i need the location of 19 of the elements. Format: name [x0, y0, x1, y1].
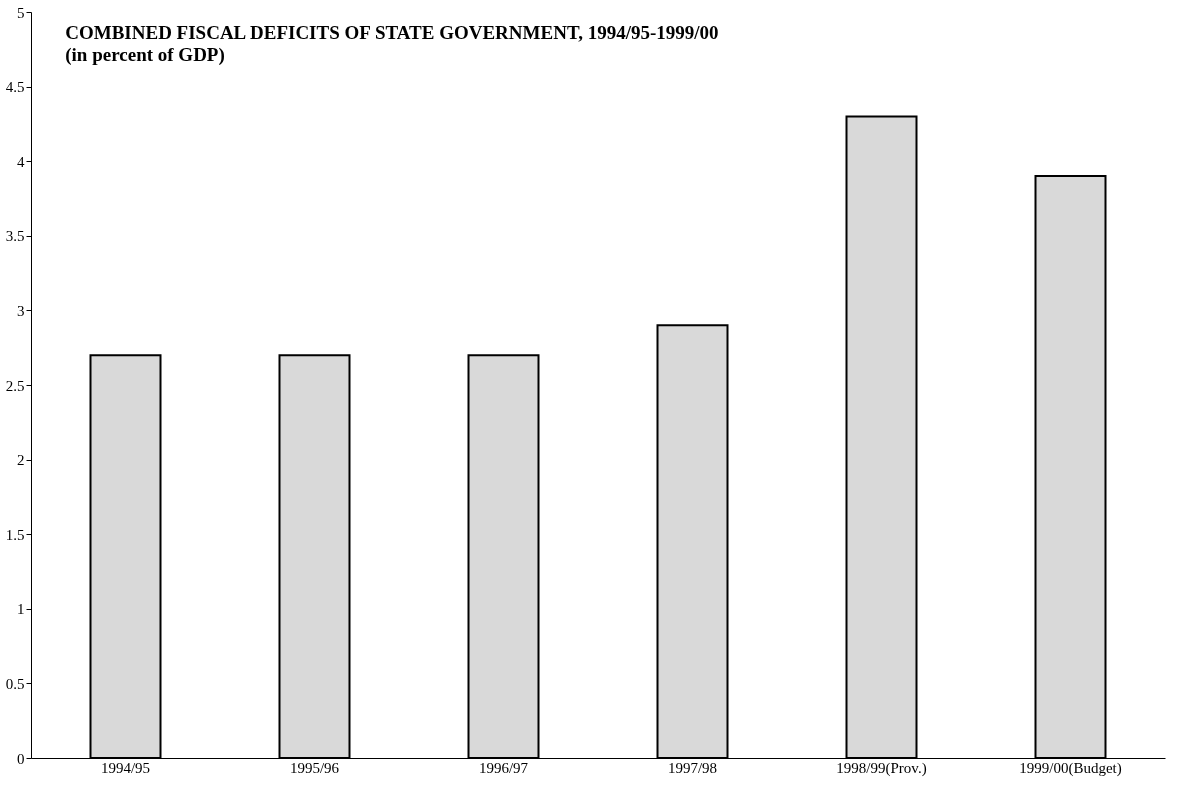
y-tick-label: 4.5: [5, 79, 25, 96]
y-tick-label: 0.5: [5, 675, 25, 692]
y-tick-label: 1: [17, 601, 25, 618]
x-tick-label: 1997/98: [667, 759, 718, 776]
x-tick-label: 1999/00(Budget): [1019, 759, 1122, 777]
y-tick-label: 2: [17, 452, 25, 469]
y-tick-label: 0: [17, 750, 25, 767]
y-tick-label: 3: [17, 302, 25, 319]
y-tick-label: 2.5: [5, 377, 25, 394]
y-tick-label: 5: [17, 4, 25, 21]
y-tick-label: 3.5: [5, 228, 25, 245]
x-tick-label: 1995/96: [289, 759, 340, 776]
y-tick-label: 1.5: [5, 526, 25, 543]
x-tick-label: 1998/99(Prov.): [836, 759, 927, 777]
y-tick-label: 4: [17, 153, 25, 170]
text: (in percent of GDP): [65, 44, 225, 66]
text: COMBINED FISCAL DEFICITS OF STATE GOVERNMENT, 1994/95-1999/00: [65, 22, 719, 43]
x-tick-label: 1994/95: [100, 759, 151, 776]
x-tick-label: 1996/97: [478, 759, 529, 776]
